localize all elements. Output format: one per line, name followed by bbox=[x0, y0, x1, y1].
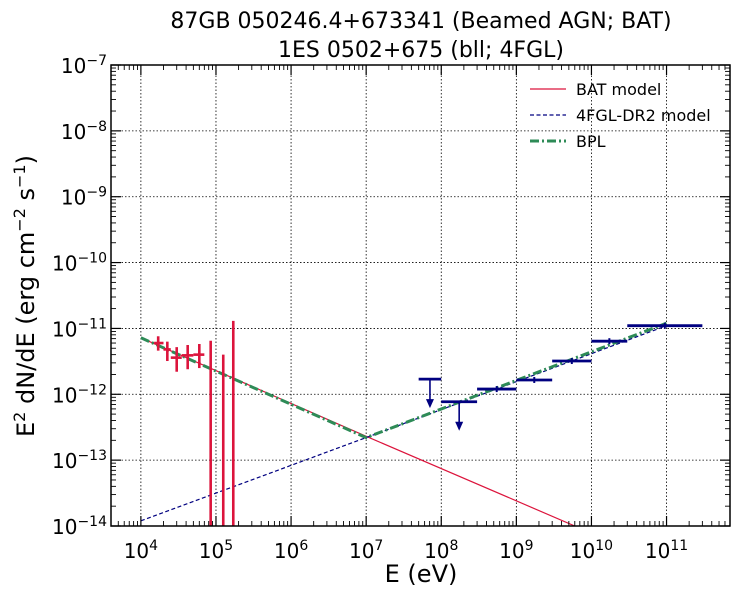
title-line-2: 1ES 0502+675 (bll; 4FGL) bbox=[278, 38, 564, 63]
y-axis-label-sup3: −1 bbox=[10, 164, 29, 188]
fermi-data-point bbox=[477, 386, 517, 393]
tick-labels: 104 105 106 107 108 109 1010 1011 10−14 10−13 10−1… bbox=[52, 53, 688, 563]
y-tick-label: 10−7 bbox=[61, 53, 107, 78]
bat-data-point bbox=[154, 336, 164, 351]
y-tick-label: 10−9 bbox=[61, 185, 107, 210]
y-axis-label-e: E bbox=[12, 422, 40, 437]
x-tick-label: 105 bbox=[199, 538, 233, 563]
legend-label-1: 4FGL-DR2 model bbox=[576, 106, 711, 125]
series-line-1 bbox=[140, 325, 667, 522]
x-tick-label: 108 bbox=[424, 538, 458, 563]
plot-frame bbox=[110, 64, 731, 527]
series-layer bbox=[140, 321, 668, 526]
y-tick-label: 10−12 bbox=[52, 382, 107, 407]
fermi-data-point bbox=[591, 338, 628, 345]
grid bbox=[111, 64, 730, 527]
fermi-data-point bbox=[516, 376, 553, 383]
legend-label-0: BAT model bbox=[576, 80, 661, 99]
upper-limit-arrow bbox=[455, 421, 464, 431]
legend: BAT model 4FGL-DR2 model BPL bbox=[530, 80, 711, 151]
bat-data-point bbox=[193, 344, 205, 369]
y-tick-label: 10−13 bbox=[52, 448, 107, 473]
data-points-layer bbox=[154, 320, 703, 526]
y-tick-label: 10−14 bbox=[52, 514, 107, 539]
y-axis-label-mid: dN/dE (erg cm bbox=[12, 232, 40, 412]
y-tick-label: 10−11 bbox=[52, 316, 107, 341]
bat-data-point bbox=[163, 341, 171, 362]
y-tick-label: 10−10 bbox=[52, 251, 107, 276]
fermi-data-point bbox=[418, 377, 442, 409]
bat-data-point bbox=[181, 345, 194, 370]
y-axis-label: E2 dN/dE (erg cm−2 s−1) bbox=[10, 155, 41, 437]
y-tick-label: 10−8 bbox=[61, 119, 107, 144]
x-tick-label: 107 bbox=[349, 538, 383, 563]
series-line-2 bbox=[140, 321, 668, 440]
y-axis-label-mid2: s bbox=[12, 188, 40, 208]
fermi-data-point bbox=[441, 400, 478, 431]
title-line-1: 87GB 050246.4+673341 (Beamed AGN; BAT) bbox=[170, 9, 671, 34]
x-tick-label: 104 bbox=[124, 538, 158, 563]
y-axis-label-sup1: 2 bbox=[10, 412, 29, 422]
x-tick-label: 109 bbox=[499, 538, 533, 563]
upper-limit-arrow bbox=[425, 399, 434, 409]
x-tick-label: 1010 bbox=[570, 538, 613, 563]
x-axis-label: E (eV) bbox=[385, 560, 458, 588]
ticks bbox=[110, 64, 731, 527]
y-axis-label-sup2: −2 bbox=[10, 208, 29, 232]
fermi-data-point bbox=[627, 322, 703, 329]
bat-data-point bbox=[170, 347, 182, 372]
fermi-data-point bbox=[552, 358, 592, 365]
x-tick-label: 1011 bbox=[645, 538, 688, 563]
chart-title: 87GB 050246.4+673341 (Beamed AGN; BAT) 1… bbox=[170, 9, 671, 63]
y-axis-label-end: ) bbox=[12, 155, 40, 164]
x-tick-label: 106 bbox=[274, 538, 308, 563]
legend-label-2: BPL bbox=[576, 132, 606, 151]
